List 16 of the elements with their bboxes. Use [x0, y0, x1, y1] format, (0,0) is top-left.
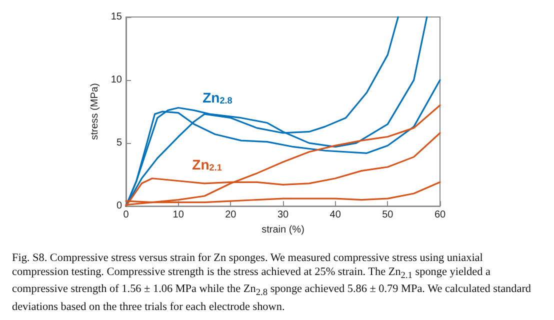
text: Fig. S8. Compressive stress versus strain for Zn sponges. We measured compressive stress using uniaxial compression testing. Compressive strength is the stress achieved at 25% strain. The Zn$_{2.1}$ sponge yielded a compressive strength of 1.56 ± 1.06 MPa while the Zn$_{2.8}$ sponge achieved 5.86 ± 0.79 MPa. We calculated standard deviations based on the three trials for each electrode shown. — [12, 252, 532, 313]
x-tick-label: 30 — [277, 210, 289, 221]
x-tick-label: 10 — [172, 210, 184, 221]
y-axis-title: stress (MPa) — [89, 83, 100, 140]
x-axis-title: strain (%) — [262, 224, 304, 236]
x-tick-label: 20 — [225, 210, 237, 221]
x-tick-label: 40 — [330, 210, 342, 221]
x-tick-label: 60 — [434, 210, 446, 221]
y-tick-label: 0 — [116, 200, 122, 212]
series-label: Zn2.1 — [192, 156, 222, 173]
y-tick-label: 10 — [110, 74, 122, 86]
series-label: Zn2.8 — [202, 90, 232, 106]
y-tick-label: 15 — [110, 12, 122, 22]
y-tick-label: 5 — [116, 138, 122, 149]
x-tick-label: 50 — [382, 210, 394, 221]
x-tick-label: 0 — [123, 210, 130, 221]
